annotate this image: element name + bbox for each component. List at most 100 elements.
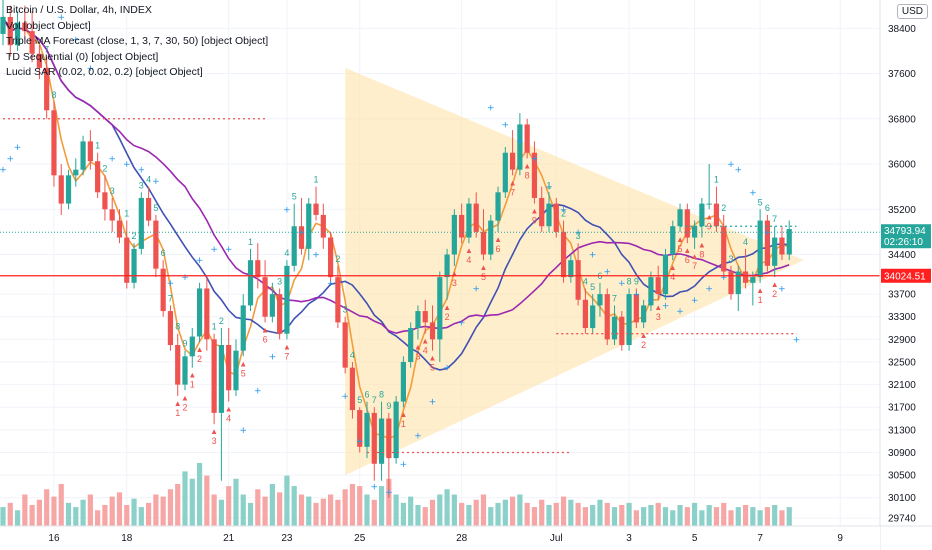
volume-bar — [342, 489, 348, 526]
td-down-arrow: ▲ — [698, 241, 706, 250]
sar-dot: + — [239, 426, 247, 436]
indicator-volume[interactable]: Vol [object Object] — [6, 19, 91, 32]
td-down-arrow: ▲ — [188, 371, 196, 380]
td-down-arrow: ▲ — [261, 325, 269, 334]
td-down-label: 4 — [226, 414, 231, 424]
volume-bar — [233, 478, 239, 526]
candle-body — [459, 214, 465, 238]
volume-bar — [568, 499, 574, 526]
td-up-label: 3 — [343, 305, 348, 315]
volume-bar — [277, 492, 283, 526]
td-up-label: 2 — [561, 209, 566, 219]
td-up-label: 2 — [721, 203, 726, 213]
volume-bar — [415, 505, 421, 526]
candle-body — [313, 203, 319, 215]
price-tick-label: 30900 — [888, 448, 916, 459]
time-tick-label: 23 — [281, 533, 293, 544]
volume-bar — [597, 499, 603, 526]
volume-bar — [189, 478, 195, 526]
time-tick-label: Jul — [550, 533, 563, 544]
price-tick-label: 32900 — [888, 335, 916, 346]
price-tick-label: 32100 — [888, 380, 916, 391]
candle-body — [560, 231, 567, 278]
sar-dot: + — [633, 290, 641, 300]
volume-bar — [320, 498, 326, 526]
td-up-label: 1 — [95, 141, 100, 151]
td-down-label: 2 — [197, 354, 202, 364]
volume-bar — [175, 484, 181, 526]
candle-body — [670, 226, 676, 255]
candle-body — [277, 294, 283, 334]
volume-bar — [531, 507, 538, 526]
volume-bar — [692, 502, 698, 526]
candle-body — [626, 294, 632, 346]
candle-body — [415, 311, 421, 329]
td-down-label: 3 — [452, 278, 457, 288]
sar-dot: + — [87, 64, 95, 74]
volume-bar — [357, 486, 363, 526]
time-axis-bg — [0, 526, 880, 550]
volume-bar — [473, 499, 479, 526]
candle-body — [619, 316, 625, 346]
volume-bar — [582, 507, 588, 526]
td-down-label: 6 — [685, 255, 690, 265]
indicator-td-sequential[interactable]: TD Sequential (0) [object Object] — [6, 50, 159, 63]
volume-bar — [750, 507, 756, 526]
candle-body — [772, 237, 778, 266]
td-down-label: 4 — [670, 272, 675, 282]
candle-body — [73, 169, 79, 176]
volume-bar — [619, 505, 625, 526]
td-up-label: 5 — [590, 282, 595, 292]
td-down-label: 5 — [481, 272, 486, 282]
indicator-triple-ma[interactable]: Triple MA Forecast (close, 1, 3, 7, 30, … — [6, 35, 269, 47]
price-tick-label: 36000 — [888, 160, 916, 171]
td-up-label: 3 — [277, 276, 282, 286]
candle-body — [364, 412, 370, 447]
candle-body — [211, 339, 217, 413]
candle-body — [298, 226, 305, 249]
candle-body — [0, 16, 6, 34]
volume-bar — [721, 502, 727, 526]
volume-bar — [706, 505, 712, 526]
candle-body — [342, 322, 348, 368]
sar-dot: + — [749, 188, 757, 198]
td-up-label: 1 — [314, 175, 319, 185]
candle-body — [437, 277, 443, 340]
candle-body — [240, 305, 246, 351]
volume-bar — [218, 499, 224, 526]
volume-bar — [444, 489, 450, 526]
ma-slow-line — [2, 16, 790, 335]
td-up-label: 2 — [335, 254, 340, 264]
td-down-label: 7 — [510, 187, 515, 197]
volume-bar — [699, 510, 705, 526]
td-down-label: 2 — [772, 289, 777, 299]
candle-body — [779, 237, 785, 255]
td-down-arrow: ▲ — [509, 178, 517, 187]
td-down-label: 9 — [707, 221, 712, 231]
candle-body — [146, 197, 152, 221]
td-down-arrow: ▲ — [239, 359, 247, 368]
sar-dot: + — [298, 228, 306, 238]
candle-body — [502, 152, 508, 193]
candle-body — [429, 322, 436, 340]
symbol-title[interactable]: Bitcoin / U.S. Dollar, 4h, INDEX — [6, 4, 152, 16]
td-down-arrow: ▲ — [421, 337, 429, 346]
td-down-label: 5 — [430, 363, 435, 373]
volume-bar — [226, 486, 232, 526]
candle-body — [131, 248, 137, 283]
sar-dot: + — [138, 166, 146, 176]
candle-body — [692, 226, 698, 238]
candle-body — [408, 328, 414, 362]
volume-bar — [626, 502, 632, 526]
td-up-label: 5 — [758, 197, 763, 207]
candle-body — [604, 294, 610, 340]
volume-bar — [575, 502, 581, 526]
currency-button[interactable]: USD — [896, 4, 928, 19]
price-tick-label: 33700 — [888, 290, 916, 301]
indicator-lucid-sar[interactable]: Lucid SAR (0.02, 0.02, 0.2) [object Obje… — [6, 66, 203, 78]
td-down-arrow: ▲ — [443, 303, 451, 312]
td-down-arrow: ▲ — [523, 161, 531, 170]
price-tick-label: 37600 — [888, 69, 916, 80]
